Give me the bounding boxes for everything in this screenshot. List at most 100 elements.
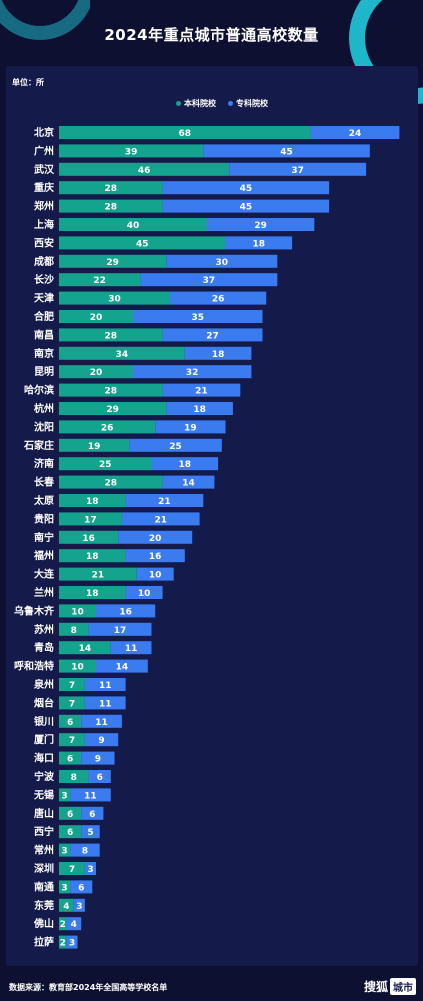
bar-undergrad [59, 770, 89, 783]
category-label: 贵阳 [34, 512, 54, 525]
category-label: 南宁 [34, 531, 54, 544]
bar-undergrad [59, 512, 122, 526]
brand-name: 搜狐 [364, 980, 389, 994]
value-label-vocational: 18 [193, 405, 206, 415]
bar-undergrad [59, 935, 67, 949]
bar-undergrad [59, 880, 71, 894]
bar-undergrad [59, 862, 85, 875]
category-label: 西宁 [34, 825, 54, 838]
value-label-vocational: 6 [78, 883, 84, 893]
bar-undergrad [59, 383, 163, 397]
legend-item-undergrad: 本科院校 [176, 98, 216, 109]
bar-vocational [166, 254, 278, 268]
bar-undergrad [59, 126, 311, 139]
value-label-undergrad: 7 [69, 865, 75, 875]
value-label-vocational: 8 [82, 847, 88, 857]
value-label-vocational: 19 [184, 423, 197, 433]
bar-undergrad [59, 788, 71, 802]
value-label-undergrad: 45 [136, 239, 149, 249]
bar-undergrad [59, 475, 163, 489]
bar-vocational [133, 365, 252, 379]
value-label-undergrad: 2 [60, 939, 66, 949]
value-label-vocational: 35 [191, 313, 204, 323]
bar-undergrad [59, 310, 133, 323]
bar-vocational [170, 291, 267, 305]
value-label-vocational: 14 [182, 479, 195, 489]
bar-undergrad [59, 733, 85, 747]
category-label: 南昌 [34, 328, 54, 341]
category-label: 青岛 [34, 641, 54, 654]
bar-undergrad [59, 898, 74, 912]
bar-undergrad [59, 641, 111, 655]
bar-undergrad [59, 530, 119, 544]
category-label: 烟台 [34, 696, 54, 709]
value-label-vocational: 3 [76, 902, 82, 912]
value-label-vocational: 5 [87, 828, 93, 838]
category-label: 南京 [34, 347, 54, 360]
legend: 本科院校 专科院校 [176, 98, 268, 109]
value-label-undergrad: 19 [88, 442, 101, 452]
value-label-vocational: 45 [240, 184, 253, 194]
category-label: 郑州 [34, 200, 54, 213]
value-label-vocational: 11 [95, 718, 108, 728]
category-label: 银川 [34, 715, 54, 728]
bar-undergrad [59, 714, 82, 728]
bar-undergrad [59, 494, 126, 507]
bar-vocational [84, 862, 96, 875]
value-label-vocational: 9 [98, 736, 104, 746]
bar-vocational [88, 770, 111, 783]
category-label: 兰州 [34, 586, 54, 599]
bar-vocational [166, 402, 233, 415]
bar-undergrad [59, 420, 156, 434]
bar-undergrad [59, 457, 152, 471]
legend-item-vocational: 专科院校 [228, 98, 268, 109]
value-label-vocational: 18 [212, 350, 225, 360]
bar-vocational [125, 586, 163, 599]
bar-vocational [155, 420, 226, 434]
value-label-undergrad: 7 [69, 736, 75, 746]
bar-vocational [70, 880, 93, 894]
value-label-undergrad: 68 [179, 129, 192, 139]
category-label: 南通 [34, 880, 54, 893]
value-label-undergrad: 18 [86, 589, 99, 599]
bar-vocational [140, 273, 278, 287]
value-label-vocational: 32 [186, 368, 199, 378]
bar-vocational [96, 604, 156, 618]
category-label: 苏州 [34, 623, 54, 636]
category-label: 成都 [34, 255, 54, 268]
bar-undergrad [59, 549, 126, 563]
value-label-undergrad: 30 [108, 295, 121, 305]
value-label-undergrad: 14 [79, 644, 92, 654]
value-label-undergrad: 28 [105, 479, 118, 489]
value-label-undergrad: 39 [125, 147, 138, 157]
value-label-vocational: 14 [116, 663, 129, 673]
bar-vocational [151, 457, 219, 471]
category-label: 哈尔滨 [24, 384, 54, 397]
bar-undergrad [59, 402, 167, 415]
value-label-undergrad: 2 [60, 920, 66, 930]
bar-vocational [81, 806, 104, 820]
bar-undergrad [59, 604, 96, 618]
value-label-undergrad: 6 [67, 810, 73, 820]
value-label-vocational: 27 [206, 331, 219, 341]
bar-undergrad [59, 181, 163, 195]
bar-undergrad [59, 622, 89, 636]
value-label-undergrad: 34 [116, 350, 129, 360]
value-label-vocational: 37 [291, 166, 304, 176]
value-label-undergrad: 6 [67, 718, 73, 728]
bar-vocational [225, 236, 293, 250]
value-label-undergrad: 21 [92, 571, 105, 581]
bar-undergrad [59, 162, 230, 176]
value-label-undergrad: 6 [67, 828, 73, 838]
bar-undergrad [59, 917, 67, 931]
bar-vocational [310, 126, 400, 139]
bar-undergrad [59, 254, 167, 268]
category-label: 常州 [34, 844, 54, 857]
bar-vocational [84, 733, 119, 747]
bar-undergrad [59, 825, 82, 839]
bar-vocational [162, 199, 330, 213]
value-label-vocational: 3 [87, 865, 93, 875]
value-label-undergrad: 3 [61, 791, 67, 801]
bar-vocational [203, 144, 370, 158]
category-label: 昆明 [34, 366, 54, 378]
